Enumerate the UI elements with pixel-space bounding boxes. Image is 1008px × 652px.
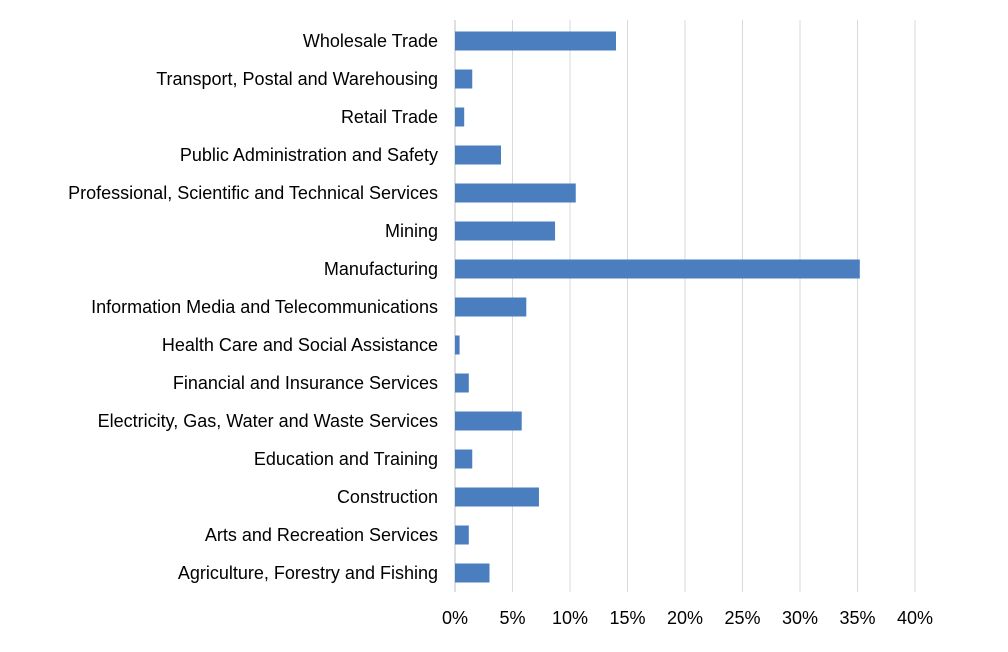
category-label: Education and Training bbox=[254, 449, 438, 469]
bars bbox=[455, 31, 860, 583]
x-tick-label: 40% bbox=[897, 608, 933, 628]
bar bbox=[455, 31, 616, 51]
category-label: Professional, Scientific and Technical S… bbox=[68, 183, 438, 203]
x-tick-label: 5% bbox=[499, 608, 525, 628]
bar bbox=[455, 221, 556, 241]
category-label: Information Media and Telecommunications bbox=[91, 297, 438, 317]
category-label: Health Care and Social Assistance bbox=[162, 335, 438, 355]
category-labels: Wholesale Trade Transport, Postal and War… bbox=[68, 31, 438, 583]
bar bbox=[455, 69, 473, 89]
category-label: Financial and Insurance Services bbox=[173, 373, 438, 393]
x-tick-label: 20% bbox=[667, 608, 703, 628]
bar bbox=[455, 411, 522, 431]
x-tick-label: 30% bbox=[782, 608, 818, 628]
x-axis-ticks: 0% 5% 10% 15% 20% 25% 30% 35% 40% bbox=[442, 608, 933, 628]
x-tick-label: 0% bbox=[442, 608, 468, 628]
category-label: Arts and Recreation Services bbox=[205, 525, 438, 545]
x-tick-label: 25% bbox=[724, 608, 760, 628]
x-tick-label: 15% bbox=[609, 608, 645, 628]
x-tick-label: 35% bbox=[839, 608, 875, 628]
bar bbox=[455, 335, 460, 355]
x-tick-label: 10% bbox=[552, 608, 588, 628]
category-label: Public Administration and Safety bbox=[180, 145, 438, 165]
bar bbox=[455, 107, 465, 127]
category-label: Transport, Postal and Warehousing bbox=[156, 69, 438, 89]
bar bbox=[455, 563, 490, 583]
category-label: Construction bbox=[337, 487, 438, 507]
category-label: Electricity, Gas, Water and Waste Servic… bbox=[98, 411, 438, 431]
bar bbox=[455, 373, 469, 393]
bar bbox=[455, 259, 860, 279]
category-label: Retail Trade bbox=[341, 107, 438, 127]
category-label: Mining bbox=[385, 221, 438, 241]
bar bbox=[455, 183, 576, 203]
bar bbox=[455, 487, 539, 507]
bar bbox=[455, 525, 469, 545]
gridlines bbox=[454, 20, 916, 592]
category-label: Agriculture, Forestry and Fishing bbox=[178, 563, 438, 583]
category-label: Manufacturing bbox=[324, 259, 438, 279]
bar bbox=[455, 145, 501, 165]
bar bbox=[455, 449, 473, 469]
category-label: Wholesale Trade bbox=[303, 31, 438, 51]
bar bbox=[455, 297, 527, 317]
